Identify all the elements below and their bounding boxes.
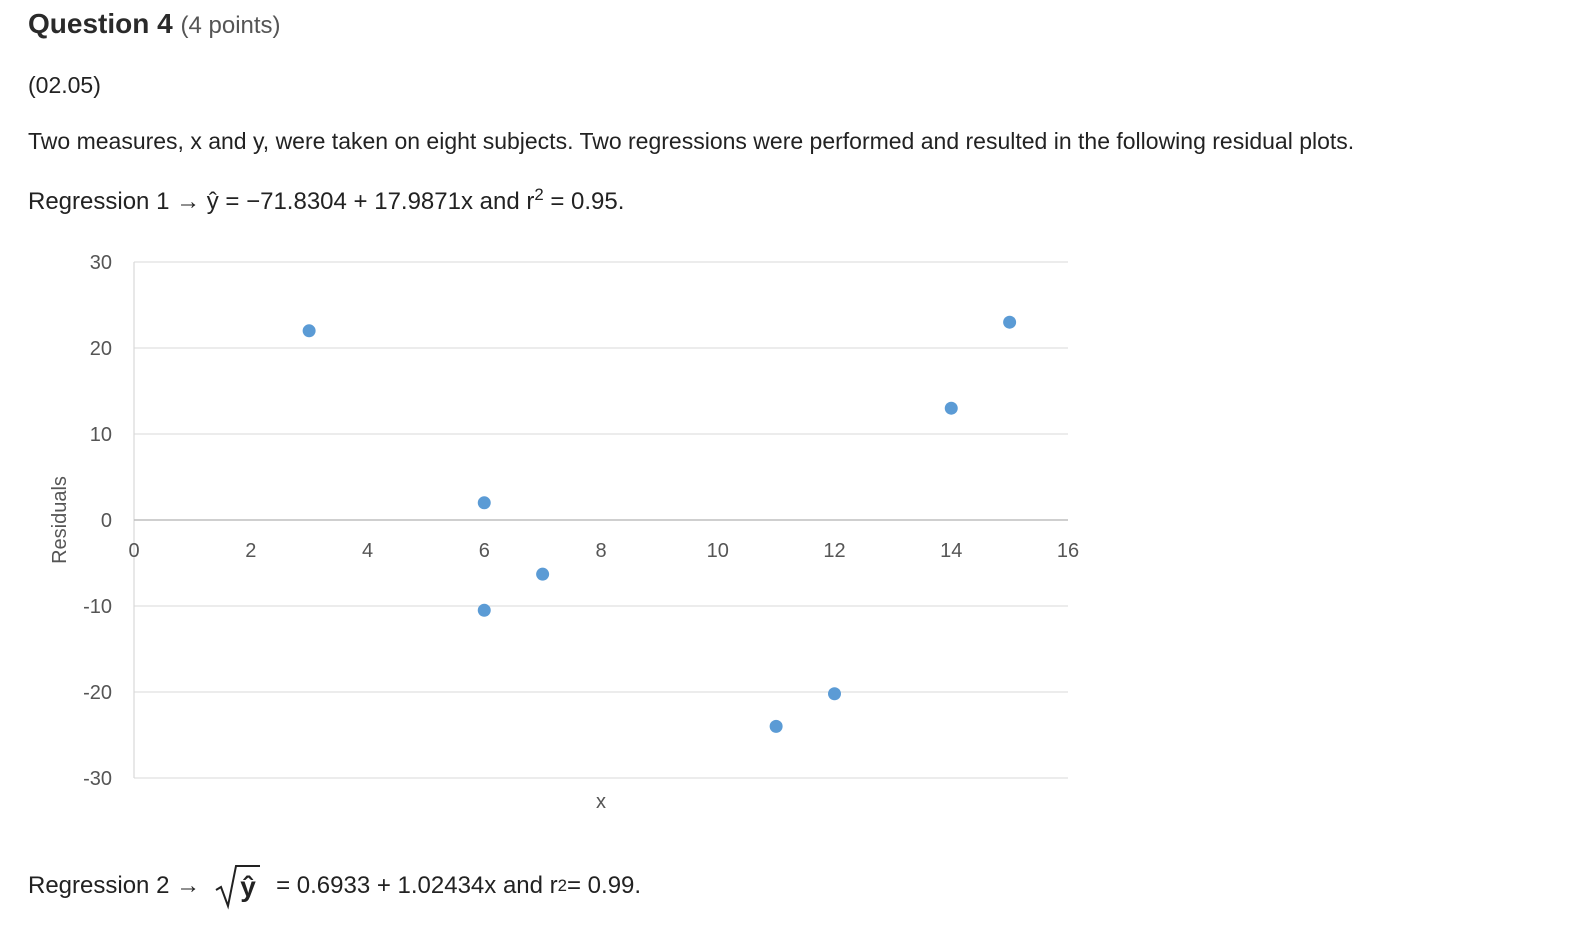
y-tick-labels: 30 20 10 0 -10 -20 -30 xyxy=(83,252,112,790)
data-point xyxy=(477,496,491,510)
x-tick-labels: 0 2 4 6 8 10 12 14 16 xyxy=(128,540,1079,562)
data-point xyxy=(302,324,316,338)
question-code: (02.05) xyxy=(28,72,101,98)
y-tick-label: 30 xyxy=(90,252,112,274)
x-tick-label: 8 xyxy=(595,540,606,562)
regression-2-rhs: = 0.6933 + 1.02434x and r xyxy=(276,872,558,899)
x-tick-label: 2 xyxy=(245,540,256,562)
question-text: Two measures, x and y, were taken on eig… xyxy=(28,128,1355,154)
regression-1-label: Regression 1 → ŷ = −71.8304 + 17.9871x a… xyxy=(28,188,535,215)
x-tick-label: 14 xyxy=(940,540,962,562)
sqrt-radicand: ŷ xyxy=(240,871,256,902)
question-title: Question 4 (4 points) xyxy=(28,8,281,40)
residual-plot: 30 20 10 0 -10 -20 -30 0 2 4 6 8 10 12 14 16 Residuals… xyxy=(49,252,1079,813)
data-point xyxy=(828,687,841,701)
x-tick-label: 0 xyxy=(128,540,139,562)
y-tick-label: -20 xyxy=(83,682,112,704)
x-tick-label: 6 xyxy=(479,540,490,562)
y-tick-label: -10 xyxy=(83,596,112,618)
y-tick-label: -30 xyxy=(83,768,112,790)
regression-1-exponent: 2 xyxy=(534,185,544,204)
data-point xyxy=(944,401,958,415)
x-tick-label: 10 xyxy=(707,540,729,562)
data-point xyxy=(1003,315,1017,329)
x-axis-title: x xyxy=(596,791,606,813)
question-number: Question 4 xyxy=(28,8,173,39)
square-root-symbol: ŷ xyxy=(214,862,262,910)
question-points: (4 points) xyxy=(180,12,281,39)
regression-2-tail: = 0.99. xyxy=(567,872,642,899)
data-points xyxy=(302,315,1017,733)
regression-1-equation: Regression 1 → ŷ = −71.8304 + 17.9871x a… xyxy=(28,185,625,216)
regression-2-equation: Regression 2 → ŷ = 0.6933 + 1.02434x and… xyxy=(28,862,641,910)
data-point xyxy=(477,603,491,617)
regression-1-tail: = 0.95. xyxy=(543,188,625,215)
y-tick-label: 0 xyxy=(101,510,112,532)
x-tick-label: 16 xyxy=(1057,540,1079,562)
y-axis-title: Residuals xyxy=(49,476,71,564)
x-tick-label: 4 xyxy=(362,540,373,562)
grid-lines xyxy=(133,261,1068,779)
data-point xyxy=(769,719,783,733)
y-tick-label: 20 xyxy=(90,338,112,360)
y-tick-label: 10 xyxy=(90,424,112,446)
x-tick-label: 12 xyxy=(823,540,845,562)
regression-2-label: Regression 2 → xyxy=(28,872,201,899)
data-point xyxy=(536,567,550,581)
